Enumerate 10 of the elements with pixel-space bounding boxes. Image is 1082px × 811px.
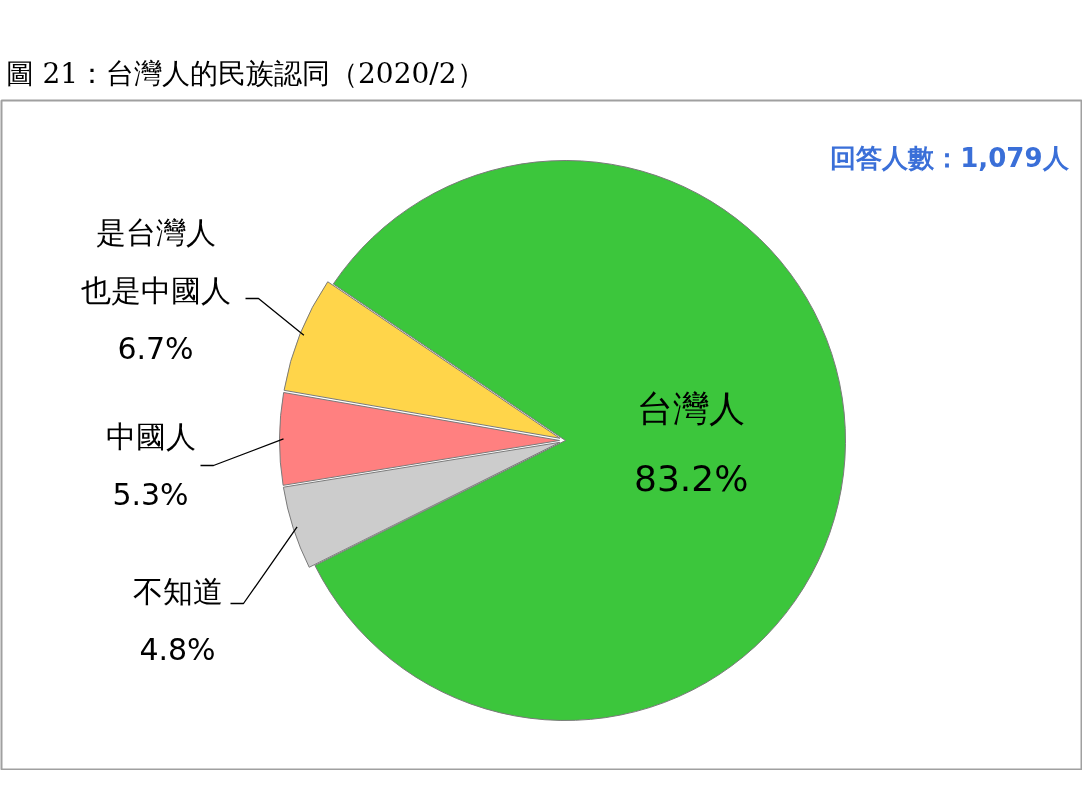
text: 回答人數：1,079人 bbox=[830, 142, 1070, 173]
chart-title: 圖 21：台灣人的民族認同（2020/2） bbox=[5, 56, 485, 90]
data-label: 4.8% bbox=[139, 632, 216, 667]
slice-label: 中國人 bbox=[105, 419, 196, 454]
data-label: 83.2% bbox=[634, 458, 749, 500]
data-label: 5.3% bbox=[112, 477, 189, 512]
data-label: 6.7% bbox=[117, 331, 194, 366]
slice-label: 不知道 bbox=[132, 574, 223, 609]
slice-label: 台灣人 bbox=[637, 388, 746, 430]
slice-label: 是台灣人也是中國人 bbox=[80, 215, 231, 308]
